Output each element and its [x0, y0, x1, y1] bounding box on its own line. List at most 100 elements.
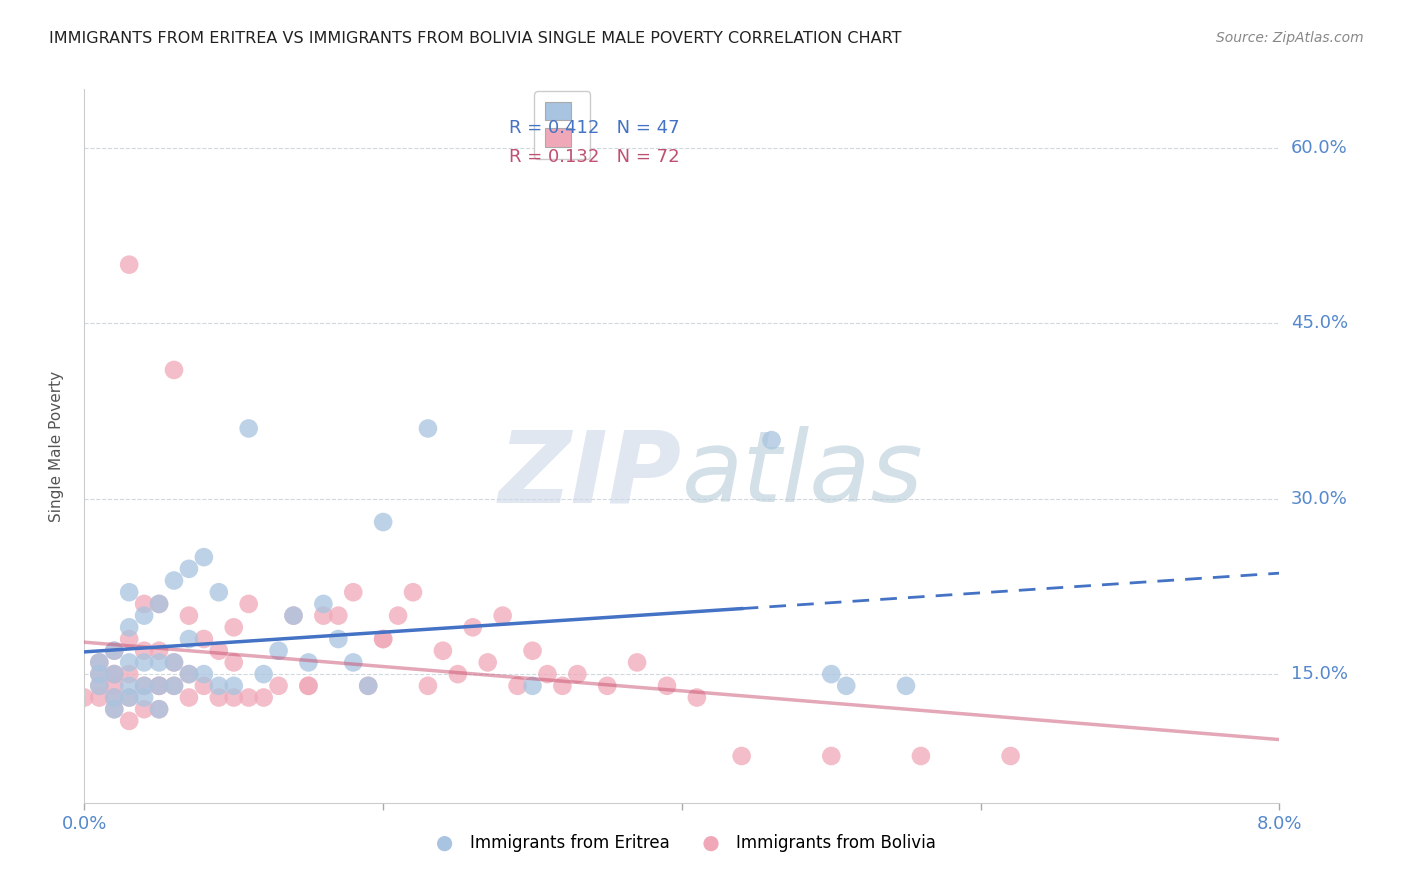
Point: [177, 632, 200, 646]
Y-axis label: Single Male Poverty: Single Male Poverty: [49, 370, 63, 522]
Point: [89, 656, 111, 670]
Point: [626, 656, 648, 670]
Point: [222, 656, 245, 670]
Point: [193, 679, 215, 693]
Text: 15.0%: 15.0%: [1291, 665, 1347, 683]
Point: [103, 644, 125, 658]
Point: [373, 632, 395, 646]
Point: [103, 667, 125, 681]
Point: [492, 608, 515, 623]
Point: [342, 656, 364, 670]
Point: [73, 690, 96, 705]
Point: [357, 679, 380, 693]
Point: [357, 679, 380, 693]
Point: [208, 585, 231, 599]
Point: [148, 679, 170, 693]
Point: [477, 656, 499, 670]
Point: [148, 644, 170, 658]
Point: [297, 679, 319, 693]
Point: [89, 656, 111, 670]
Point: [103, 690, 125, 705]
Point: [118, 656, 141, 670]
Point: [163, 679, 186, 693]
Point: [89, 667, 111, 681]
Point: [551, 679, 574, 693]
Point: [103, 702, 125, 716]
Point: [222, 679, 245, 693]
Point: [416, 421, 439, 435]
Point: [387, 608, 409, 623]
Point: [222, 690, 245, 705]
Point: [506, 679, 529, 693]
Point: [148, 597, 170, 611]
Point: [148, 597, 170, 611]
Point: [312, 597, 335, 611]
Point: [89, 690, 111, 705]
Point: [132, 679, 156, 693]
Point: [103, 702, 125, 716]
Point: [731, 749, 754, 764]
Point: [461, 620, 484, 634]
Point: [132, 656, 156, 670]
Point: [686, 690, 709, 705]
Point: [163, 363, 186, 377]
Point: [342, 585, 364, 599]
Point: [835, 679, 858, 693]
Text: 30.0%: 30.0%: [1291, 490, 1347, 508]
Legend: Immigrants from Eritrea, Immigrants from Bolivia: Immigrants from Eritrea, Immigrants from…: [422, 828, 942, 859]
Point: [132, 644, 156, 658]
Point: [910, 749, 932, 764]
Point: [267, 644, 290, 658]
Point: [163, 574, 186, 588]
Point: [103, 679, 125, 693]
Point: [148, 702, 170, 716]
Point: [820, 667, 842, 681]
Point: [253, 667, 276, 681]
Point: [297, 656, 319, 670]
Point: [328, 608, 350, 623]
Point: [163, 656, 186, 670]
Point: [238, 597, 260, 611]
Point: [103, 644, 125, 658]
Point: [402, 585, 425, 599]
Point: [177, 562, 200, 576]
Point: [238, 421, 260, 435]
Point: [118, 667, 141, 681]
Point: [655, 679, 678, 693]
Point: [522, 679, 544, 693]
Point: [132, 690, 156, 705]
Point: [177, 667, 200, 681]
Text: atlas: atlas: [682, 426, 924, 523]
Point: [373, 632, 395, 646]
Point: [1000, 749, 1022, 764]
Point: [148, 679, 170, 693]
Point: [373, 515, 395, 529]
Point: [432, 644, 454, 658]
Point: [89, 667, 111, 681]
Point: [177, 608, 200, 623]
Point: [596, 679, 619, 693]
Point: [163, 679, 186, 693]
Point: [89, 679, 111, 693]
Point: [132, 679, 156, 693]
Point: [148, 702, 170, 716]
Point: [416, 679, 439, 693]
Point: [567, 667, 589, 681]
Point: [208, 679, 231, 693]
Point: [222, 620, 245, 634]
Point: [148, 679, 170, 693]
Text: ZIP: ZIP: [499, 426, 682, 523]
Point: [536, 667, 558, 681]
Point: [761, 433, 783, 447]
Point: [118, 690, 141, 705]
Point: [297, 679, 319, 693]
Point: [447, 667, 470, 681]
Point: [118, 585, 141, 599]
Point: [238, 690, 260, 705]
Point: [118, 690, 141, 705]
Point: [103, 667, 125, 681]
Point: [118, 620, 141, 634]
Point: [283, 608, 305, 623]
Point: [103, 667, 125, 681]
Point: [312, 608, 335, 623]
